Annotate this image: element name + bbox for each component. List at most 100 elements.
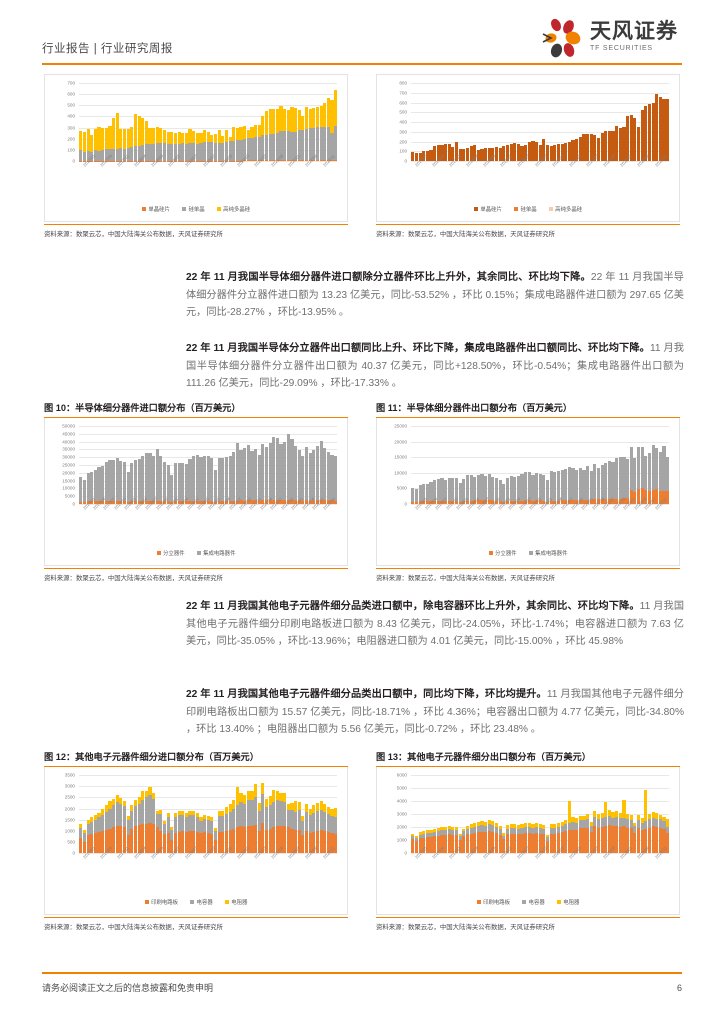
- bar: [436, 145, 440, 161]
- bar-segment: [275, 437, 279, 500]
- y-axis-tick-label: 4000: [396, 798, 407, 804]
- chart-legend: 印刷电路板 电容器 电阻器: [45, 898, 347, 906]
- bar-segment: [458, 149, 462, 161]
- bar-segment: [122, 461, 127, 502]
- bar-segment: [304, 804, 309, 812]
- bar-segment: [666, 457, 670, 492]
- bar-segment: [567, 467, 571, 501]
- y-axis-tick-label: 15000: [62, 478, 75, 484]
- bar-segment: [462, 148, 466, 161]
- bar: [451, 477, 455, 505]
- bar-segment: [516, 144, 520, 161]
- bar-segment: [264, 447, 269, 501]
- bar-segment: [90, 821, 94, 835]
- bar-segment: [283, 792, 287, 802]
- bar: [301, 116, 305, 161]
- bar-segment: [578, 815, 582, 821]
- bar-segment: [119, 501, 123, 505]
- bar: [304, 804, 309, 854]
- bar-segment: [108, 500, 112, 505]
- stacked-bar-chart-other-components-import: 0 500 1000 1500 2000 2500 3000 3500 2017/01 2017/…: [45, 767, 347, 914]
- bar: [308, 108, 312, 161]
- bar: [312, 450, 316, 505]
- bar-segment: [272, 108, 276, 134]
- bar-segment: [330, 833, 334, 854]
- bar: [622, 800, 626, 854]
- gridline: [79, 449, 337, 451]
- bar: [148, 787, 152, 854]
- bar: [173, 463, 178, 505]
- bar-segment: [243, 827, 247, 854]
- bar-segment: [119, 148, 123, 161]
- y-axis-tick-label: 1500: [64, 817, 75, 823]
- bar: [567, 800, 571, 854]
- bar-segment: [611, 817, 615, 827]
- legend-item: 集成电路器件: [196, 549, 235, 557]
- bar-segment: [122, 827, 127, 854]
- bar-segment: [199, 820, 203, 834]
- bar-segment: [465, 475, 469, 501]
- gridline: [79, 504, 337, 506]
- bar: [629, 114, 633, 161]
- bar: [560, 469, 564, 505]
- bar-segment: [513, 500, 517, 505]
- bar: [633, 118, 637, 161]
- bar-segment: [484, 500, 488, 505]
- y-axis-tick-label: 200: [399, 139, 407, 144]
- bar-segment: [159, 500, 163, 505]
- bar-segment: [411, 501, 415, 505]
- bar-segment: [658, 827, 662, 854]
- bar-segment: [644, 455, 648, 491]
- bar-segment: [505, 834, 510, 854]
- bar: [141, 118, 145, 161]
- bar-segment: [571, 829, 575, 854]
- bar: [633, 822, 637, 854]
- bar-segment: [644, 829, 648, 854]
- bar: [224, 456, 229, 505]
- bar: [246, 444, 250, 505]
- bar-segment: [647, 814, 652, 820]
- bar: [531, 824, 535, 854]
- bar: [290, 439, 294, 505]
- bar: [330, 99, 334, 161]
- bar-segment: [97, 467, 101, 502]
- y-axis-tick-label: 1000: [396, 837, 407, 843]
- bar-segment: [538, 827, 542, 834]
- bar: [480, 474, 484, 505]
- y-axis-tick-label: 300: [67, 125, 75, 131]
- bar-segment: [286, 827, 290, 854]
- bar-segment: [586, 466, 590, 500]
- bar-segment: [498, 829, 502, 835]
- bar-segment: [589, 471, 593, 501]
- bar: [90, 134, 94, 161]
- bar-segment: [662, 816, 666, 822]
- bar: [418, 484, 422, 505]
- bar: [203, 814, 207, 854]
- bar: [108, 459, 112, 505]
- bar-segment: [126, 835, 130, 854]
- bar-segment: [618, 818, 622, 828]
- bar-segment: [235, 442, 239, 501]
- y-axis-tick-label: 700: [399, 90, 407, 96]
- bar-segment: [502, 146, 506, 161]
- bar-segment: [524, 823, 528, 827]
- bar-segment: [184, 831, 188, 854]
- bar-segment: [243, 500, 247, 505]
- bar-segment: [101, 466, 105, 502]
- bar-segment: [326, 807, 330, 815]
- bar-segment: [326, 160, 330, 161]
- bar: [600, 464, 604, 505]
- bar-segment: [556, 471, 561, 501]
- bar-segment: [549, 500, 553, 505]
- bar-segment: [213, 142, 218, 161]
- bar-segment: [593, 499, 597, 505]
- figure-11: 图 11：半导体细分器件出口额分布（百万美元） 0 5000 10000 15000 2…: [376, 400, 680, 582]
- bar: [79, 130, 83, 161]
- bar: [651, 444, 655, 505]
- bar-segment: [243, 795, 247, 805]
- bar-segment: [112, 148, 116, 161]
- bar-segment: [411, 834, 415, 837]
- bar-segment: [173, 143, 178, 161]
- bar: [491, 476, 495, 505]
- bar: [454, 142, 459, 161]
